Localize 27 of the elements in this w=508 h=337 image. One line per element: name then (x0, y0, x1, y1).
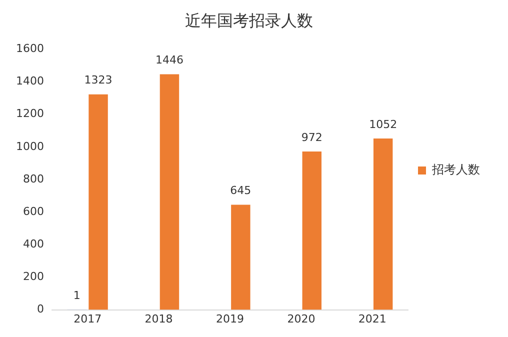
y-tick-label: 800 (22, 172, 44, 186)
bar (373, 138, 393, 310)
x-tick-label: 2019 (216, 312, 244, 326)
y-tick-label: 1200 (16, 107, 44, 120)
data-label: 1 (73, 288, 80, 302)
bar (160, 74, 180, 310)
x-tick-label: 2018 (144, 312, 173, 326)
y-tick-label: 400 (22, 238, 44, 251)
legend-label: 招考人数 (431, 162, 480, 177)
y-tick-label: 600 (22, 204, 44, 218)
data-label: 1446 (155, 54, 184, 67)
bar (302, 151, 322, 310)
data-label: 1052 (369, 118, 398, 131)
y-tick-label: 1000 (16, 140, 44, 153)
data-label: 972 (301, 130, 322, 144)
y-tick-label: 1400 (16, 74, 44, 88)
y-tick-label: 200 (22, 270, 44, 284)
data-label: 645 (230, 184, 252, 198)
y-tick-label: 1600 (16, 42, 44, 56)
x-tick-label: 2020 (287, 312, 316, 326)
bar (88, 94, 108, 310)
x-tick-label: 2017 (74, 312, 102, 326)
y-tick-label: 0 (36, 302, 44, 316)
bar (231, 204, 250, 310)
data-label: 1323 (84, 74, 112, 87)
chart-title: 近年国考招录人数 (185, 10, 313, 30)
x-tick-label: 2021 (358, 312, 386, 326)
